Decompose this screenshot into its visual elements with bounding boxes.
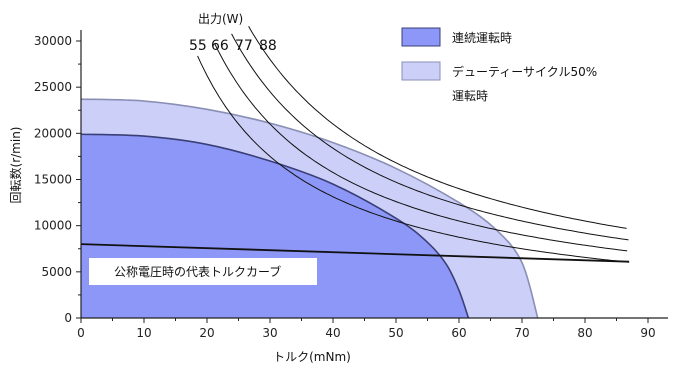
x-axis-label: トルク(mNm) bbox=[273, 350, 351, 364]
x-tick-label-60: 60 bbox=[451, 326, 466, 340]
power-label-77: 77 bbox=[235, 38, 253, 54]
x-tick-label-0: 0 bbox=[77, 326, 85, 340]
legend-label-duty: デューティーサイクル50% bbox=[452, 64, 597, 79]
x-tick-label-90: 90 bbox=[640, 326, 655, 340]
y-tick-label-0: 0 bbox=[64, 311, 72, 325]
power-curve-88 bbox=[248, 26, 627, 229]
tick-labels: 0 10 20 30 40 50 60 70 80 90 0 5000 10000 15000 20000 2… bbox=[34, 34, 656, 340]
y-tick-label-30000: 30000 bbox=[34, 34, 72, 48]
power-label-55: 55 bbox=[189, 38, 207, 54]
legend-swatch-continuous bbox=[401, 27, 441, 47]
y-tick-label-20000: 20000 bbox=[34, 126, 72, 140]
axes bbox=[76, 30, 668, 323]
power-title: 出力(W) bbox=[198, 12, 243, 26]
x-tick-label-80: 80 bbox=[577, 326, 592, 340]
y-tick-label-10000: 10000 bbox=[34, 219, 72, 233]
annotation-box bbox=[89, 258, 317, 285]
y-axis-label: 回転数(r/min) bbox=[8, 127, 23, 204]
x-tick-label-50: 50 bbox=[388, 326, 403, 340]
y-tick-label-15000: 15000 bbox=[34, 173, 72, 187]
torque-curve-line bbox=[80, 243, 630, 263]
annotation-label: 公称電圧時の代表トルクカーブ bbox=[114, 264, 281, 279]
power-label-88: 88 bbox=[259, 38, 277, 54]
y-tick-label-25000: 25000 bbox=[34, 80, 72, 94]
power-curve-66 bbox=[214, 43, 628, 252]
x-tick-label-30: 30 bbox=[262, 326, 277, 340]
legend-label-duty-line2: 運転時 bbox=[452, 89, 488, 103]
x-tick-label-70: 70 bbox=[514, 326, 529, 340]
x-tick-label-10: 10 bbox=[136, 326, 151, 340]
x-tick-label-20: 20 bbox=[199, 326, 214, 340]
y-tick-label-5000: 5000 bbox=[41, 265, 72, 279]
duty-cycle-edge bbox=[80, 98, 539, 319]
power-curve-77 bbox=[231, 33, 629, 241]
legend-label-continuous: 連続運転時 bbox=[452, 31, 512, 45]
power-label-66: 66 bbox=[211, 38, 229, 54]
continuous-edge bbox=[80, 133, 470, 319]
power-curve-55 bbox=[197, 55, 630, 263]
x-tick-label-40: 40 bbox=[325, 326, 340, 340]
legend-swatch-duty bbox=[401, 61, 441, 81]
legend: 連続運転時 デューティーサイクル50% 運転時 bbox=[401, 27, 597, 103]
